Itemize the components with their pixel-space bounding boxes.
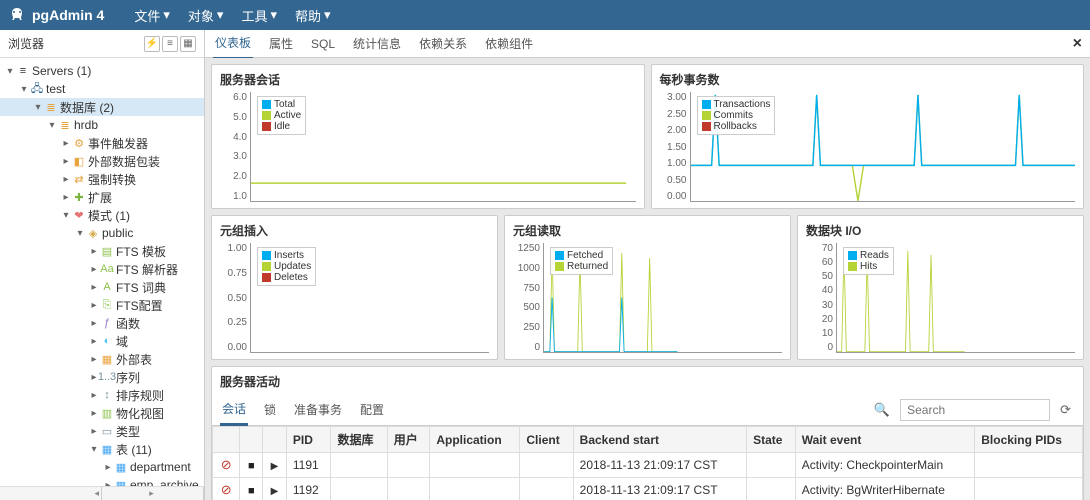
- dashboard: 服务器会话 6.05.04.03.02.01.0TotalActiveIdle …: [205, 58, 1090, 500]
- tree-node[interactable]: ▸▥物化视图: [0, 404, 204, 422]
- panel-inserts-title: 元组插入: [220, 222, 489, 239]
- panel-tps-title: 每秒事务数: [660, 71, 1076, 88]
- sidebar-title: 浏览器: [8, 35, 44, 52]
- panel-fetch: 元组读取 125010007505002500FetchedReturned: [504, 215, 791, 360]
- grid-header[interactable]: Application: [430, 427, 520, 453]
- main-menu: 文件 ▾ 对象 ▾ 工具 ▾ 帮助 ▾: [134, 6, 330, 25]
- elephant-icon: [8, 6, 26, 24]
- panel-sessions: 服务器会话 6.05.04.03.02.01.0TotalActiveIdle: [211, 64, 645, 209]
- sidebar-tool-3[interactable]: ▦: [180, 36, 196, 52]
- tree-node[interactable]: ▸▭类型: [0, 422, 204, 440]
- tree-node[interactable]: ▾≡Servers (1): [0, 62, 204, 80]
- grid-header[interactable]: PID: [286, 427, 331, 453]
- grid-header[interactable]: [263, 427, 287, 453]
- close-icon[interactable]: ×: [1073, 35, 1082, 53]
- activity-tab-3[interactable]: 配置: [358, 395, 386, 424]
- app-logo: pgAdmin 4: [8, 6, 104, 24]
- scroll-left[interactable]: ◂: [0, 487, 102, 500]
- panel-tps: 每秒事务数 3.002.502.001.501.000.500.00Transa…: [651, 64, 1085, 209]
- tab-1[interactable]: 属性: [267, 29, 295, 58]
- tree-node[interactable]: ▸◐域: [0, 332, 204, 350]
- tree-node[interactable]: ▾≣数据库 (2): [0, 98, 204, 116]
- activity-tab-0[interactable]: 会话: [220, 394, 248, 426]
- grid-header[interactable]: [240, 427, 263, 453]
- tree-node[interactable]: ▸▦外部表: [0, 350, 204, 368]
- content-tabs: 仪表板属性 SQL 统计信息依赖关系依赖组件 ×: [205, 30, 1090, 58]
- tree-node[interactable]: ▸⚙事件触发器: [0, 134, 204, 152]
- tree-node[interactable]: ▾◈public: [0, 224, 204, 242]
- grid-header[interactable]: 数据库: [331, 427, 387, 453]
- tree-node[interactable]: ▸▦department: [0, 458, 204, 476]
- expand-icon[interactable]: ▶: [271, 486, 279, 497]
- tree-node[interactable]: ▸◧外部数据包装: [0, 152, 204, 170]
- tree-node[interactable]: ▸⎘FTS配置: [0, 296, 204, 314]
- tab-5[interactable]: 依赖组件: [483, 29, 535, 58]
- tree-node[interactable]: ▸⇄强制转换: [0, 170, 204, 188]
- grid-header[interactable]: Blocking PIDs: [975, 427, 1083, 453]
- activity-panel: 服务器活动 会话锁准备事务配置 🔍 ⟳ PID数据库用户ApplicationCli…: [211, 366, 1084, 500]
- panel-blockio: 数据块 I/O 706050403020100ReadsHits: [797, 215, 1084, 360]
- sidebar: 浏览器 ⚡ ≡ ▦ ▾≡Servers (1)▾🖧test▾≣数据库 (2)▾≣…: [0, 30, 205, 500]
- stop-icon[interactable]: ⊘: [221, 457, 232, 472]
- tree-node[interactable]: ▸ƒ函数: [0, 314, 204, 332]
- scroll-thumb[interactable]: ▸: [102, 487, 204, 500]
- object-tree: ▾≡Servers (1)▾🖧test▾≣数据库 (2)▾≣hrdb▸⚙事件触发…: [0, 58, 204, 486]
- tree-node[interactable]: ▾≣hrdb: [0, 116, 204, 134]
- search-icon: 🔍: [870, 398, 894, 422]
- tree-node[interactable]: ▾▦表 (11): [0, 440, 204, 458]
- tree-node[interactable]: ▸↕排序规则: [0, 386, 204, 404]
- tree-node[interactable]: ▾❤模式 (1): [0, 206, 204, 224]
- menu-file[interactable]: 文件 ▾: [134, 6, 170, 25]
- tree-node[interactable]: ▸AFTS 词典: [0, 278, 204, 296]
- panel-blockio-title: 数据块 I/O: [806, 222, 1075, 239]
- search-input[interactable]: [900, 399, 1050, 421]
- sidebar-tool-2[interactable]: ≡: [162, 36, 178, 52]
- terminate-icon[interactable]: ■: [248, 460, 255, 472]
- tree-node[interactable]: ▸AaFTS 解析器: [0, 260, 204, 278]
- terminate-icon[interactable]: ■: [248, 485, 255, 497]
- tab-3[interactable]: 统计信息: [351, 29, 403, 58]
- activity-grid: PID数据库用户ApplicationClientBackend startSt…: [212, 426, 1083, 500]
- expand-icon[interactable]: ▶: [271, 461, 279, 472]
- panel-inserts: 元组插入 1.000.750.500.250.00InsertsUpdatesD…: [211, 215, 498, 360]
- refresh-icon[interactable]: ⟳: [1056, 398, 1075, 422]
- table-row[interactable]: ⊘■▶11922018-11-13 21:09:17 CSTActivity: …: [213, 478, 1083, 500]
- tab-0[interactable]: 仪表板: [213, 28, 253, 60]
- panel-fetch-title: 元组读取: [513, 222, 782, 239]
- menu-tools[interactable]: 工具 ▾: [241, 6, 277, 25]
- activity-tab-2[interactable]: 准备事务: [292, 395, 344, 424]
- grid-header[interactable]: State: [747, 427, 796, 453]
- tree-node[interactable]: ▸▤FTS 模板: [0, 242, 204, 260]
- tree-node[interactable]: ▸✚扩展: [0, 188, 204, 206]
- app-name: pgAdmin 4: [32, 7, 104, 23]
- grid-header[interactable]: 用户: [387, 427, 430, 453]
- activity-tab-1[interactable]: 锁: [262, 395, 278, 424]
- activity-tabs: 会话锁准备事务配置 🔍 ⟳: [212, 394, 1083, 426]
- tree-node[interactable]: ▸1..3序列: [0, 368, 204, 386]
- menu-object[interactable]: 对象 ▾: [188, 6, 224, 25]
- sidebar-footer: ◂ ▸: [0, 486, 204, 500]
- grid-header[interactable]: Backend start: [573, 427, 746, 453]
- table-row[interactable]: ⊘■▶11912018-11-13 21:09:17 CSTActivity: …: [213, 453, 1083, 478]
- panel-sessions-title: 服务器会话: [220, 71, 636, 88]
- sidebar-tool-1[interactable]: ⚡: [144, 36, 160, 52]
- grid-header[interactable]: [213, 427, 240, 453]
- tab-4[interactable]: 依赖关系: [417, 29, 469, 58]
- activity-title: 服务器活动: [212, 373, 1083, 394]
- grid-header[interactable]: Client: [520, 427, 573, 453]
- grid-header[interactable]: Wait event: [795, 427, 974, 453]
- tree-node[interactable]: ▸▦emp_archive: [0, 476, 204, 486]
- stop-icon[interactable]: ⊘: [221, 482, 232, 497]
- tree-node[interactable]: ▾🖧test: [0, 80, 204, 98]
- tab-2[interactable]: SQL: [309, 31, 337, 57]
- menu-help[interactable]: 帮助 ▾: [295, 6, 331, 25]
- topbar: pgAdmin 4 文件 ▾ 对象 ▾ 工具 ▾ 帮助 ▾: [0, 0, 1090, 30]
